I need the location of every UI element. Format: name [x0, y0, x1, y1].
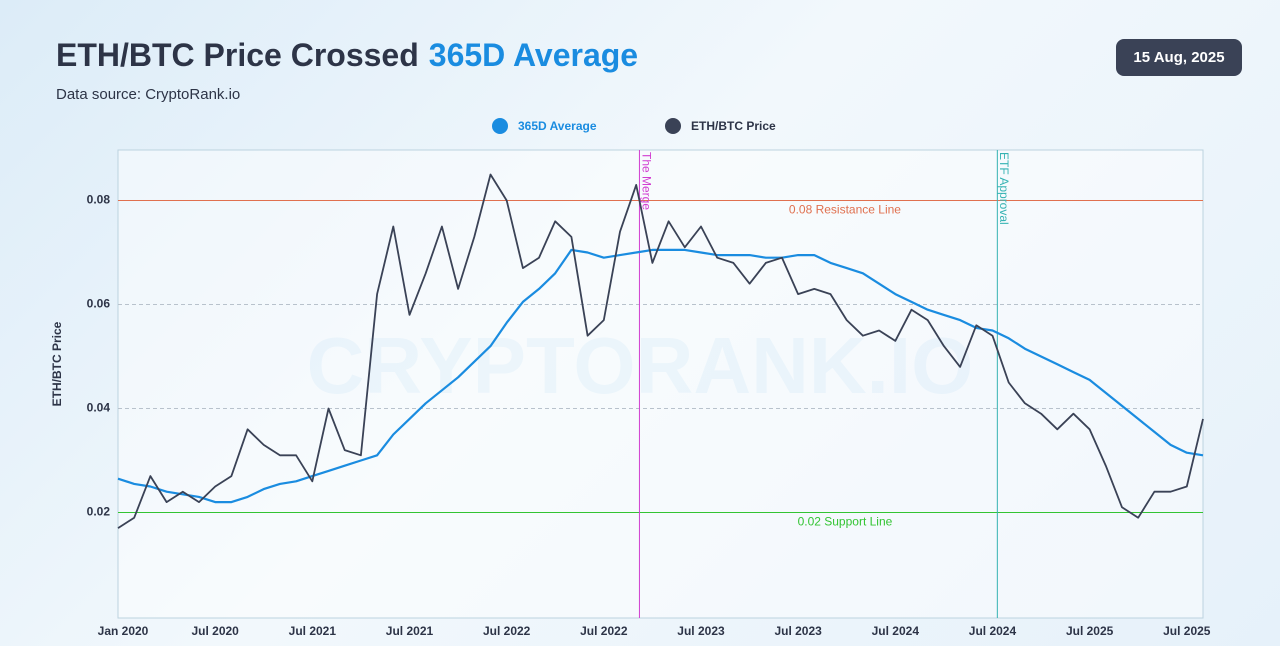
chart-title: ETH/BTC Price Crossed 365D Average — [56, 37, 638, 73]
series-line — [117, 248, 1204, 504]
y-tick-label: 0.02 — [87, 505, 111, 519]
annotation-label: The Merge — [639, 152, 653, 210]
subtitle: Data source: CryptoRank.io — [56, 86, 240, 103]
reference-label: 0.02 Support Line — [798, 515, 893, 529]
watermark: CRYPTORANK.IO — [307, 321, 974, 410]
title-main: ETH/BTC Price Crossed — [56, 37, 419, 73]
plot-area — [117, 149, 1204, 619]
x-tick-label: Jul 2022 — [483, 624, 531, 638]
x-tick-label: Jul 2021 — [386, 624, 434, 638]
date-badge: 15 Aug, 2025 — [1133, 49, 1224, 66]
y-tick-label: 0.08 — [87, 193, 111, 207]
x-tick-label: Jul 2024 — [969, 624, 1017, 638]
title-highlight: 365D Average — [429, 37, 638, 73]
x-tick-label: Jul 2023 — [677, 624, 725, 638]
x-tick-label: Jul 2021 — [289, 624, 337, 638]
legend-label: ETH/BTC Price — [691, 119, 776, 133]
x-tick-label: Jul 2024 — [872, 624, 920, 638]
legend-label: 365D Average — [518, 119, 597, 133]
reference-label: 0.08 Resistance Line — [789, 203, 901, 217]
y-axis-label: ETH/BTC Price — [50, 321, 64, 406]
x-tick-label: Jul 2020 — [191, 624, 239, 638]
date-badge-bg — [1116, 39, 1242, 76]
annotation-label: ETF Approval — [997, 152, 1011, 225]
y-tick-label: 0.04 — [87, 401, 111, 415]
legend-marker — [665, 118, 681, 134]
x-tick-label: Jul 2025 — [1066, 624, 1114, 638]
x-tick-label: Jul 2023 — [774, 624, 822, 638]
y-tick-label: 0.06 — [87, 297, 111, 311]
series-line — [117, 173, 1204, 529]
x-tick-label: Jan 2020 — [98, 624, 149, 638]
x-tick-label: Jul 2022 — [580, 624, 628, 638]
legend-marker — [492, 118, 508, 134]
x-tick-label: Jul 2025 — [1163, 624, 1211, 638]
